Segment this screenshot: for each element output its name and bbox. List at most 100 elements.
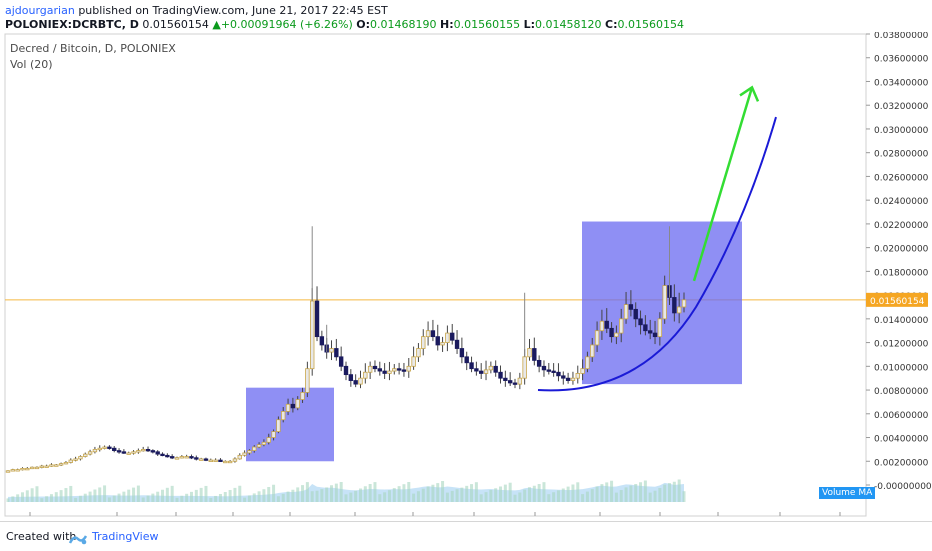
volume-bar <box>281 493 285 502</box>
candle-body <box>305 368 310 393</box>
price-chart[interactable]: 0.03800000 0.03600000 0.03400000 0.03200000… <box>0 32 932 520</box>
candle-body <box>498 371 503 379</box>
candle-body <box>63 462 69 465</box>
tradingview-link[interactable]: TradingView <box>92 530 159 543</box>
volume-bar <box>74 497 78 502</box>
candle-body <box>556 371 561 377</box>
candle-body <box>20 467 25 471</box>
y-tick-label: 0.02400000 <box>874 197 929 207</box>
candle-body <box>5 470 11 473</box>
volume-bar <box>576 482 580 502</box>
candle-body <box>478 370 484 374</box>
volume-bar <box>561 488 565 502</box>
volume-bar <box>252 493 256 502</box>
candle-body <box>561 375 566 379</box>
candle-body <box>58 463 64 466</box>
volume-bar <box>547 494 551 502</box>
volume-bar <box>315 490 319 502</box>
candle-body <box>334 348 339 358</box>
volume-bar <box>247 495 251 502</box>
volume-bar <box>257 491 261 502</box>
volume-bar <box>387 490 391 502</box>
volume-bar <box>223 492 227 502</box>
symbol-label: POLONIEX:DCRBTC, D <box>5 18 139 31</box>
volume-bar <box>412 493 416 502</box>
candle-body <box>522 356 527 379</box>
candle-body <box>459 348 465 358</box>
author-link[interactable]: ajdourgarian <box>5 4 75 17</box>
candle-body <box>213 459 218 462</box>
volume-bar <box>218 494 222 502</box>
last-price-tag-label: 0.01560154 <box>870 297 925 307</box>
candle-body <box>256 444 262 448</box>
candle-body <box>150 450 156 453</box>
chart-area[interactable]: 0.03800000 0.03600000 0.03400000 0.03200000… <box>0 32 932 520</box>
volume-bar <box>161 489 165 502</box>
volume-bar <box>392 488 396 502</box>
candle-body <box>261 441 267 446</box>
volume-bar <box>397 486 401 502</box>
y-tick-label: 0.03400000 <box>874 78 929 88</box>
volume-bar <box>325 487 329 502</box>
volume-bar <box>301 485 305 502</box>
volume-bar <box>180 495 184 502</box>
candle-body <box>227 460 233 464</box>
volume-bar <box>436 483 440 502</box>
volume-bar <box>368 484 372 502</box>
candle-body <box>614 332 619 338</box>
volume-bar <box>6 498 10 502</box>
candle-body <box>348 374 354 381</box>
candle-body <box>68 459 73 463</box>
volume-bar <box>233 487 237 502</box>
volume-bar <box>474 482 478 502</box>
candle-body <box>580 368 585 374</box>
y-tick-label: 0.02800000 <box>874 150 929 160</box>
volume-bar <box>272 484 276 502</box>
volume-bar <box>460 487 464 502</box>
volume-bar <box>286 491 290 502</box>
volume-bar <box>378 494 382 502</box>
candle-body <box>681 299 687 308</box>
close-label: C: <box>605 18 618 31</box>
volume-bar <box>479 494 483 502</box>
candle-body <box>507 380 513 384</box>
volume-bar <box>30 488 34 502</box>
volume-bar <box>88 491 92 502</box>
candle-body <box>382 370 387 374</box>
volume-bar <box>552 492 556 502</box>
candle-body <box>676 306 682 314</box>
tradingview-logo-icon[interactable] <box>68 530 88 549</box>
candle-body <box>309 300 315 370</box>
volume-bar <box>629 485 633 502</box>
volume-bar <box>185 493 189 502</box>
candle-body <box>102 446 107 449</box>
volume-bar <box>151 493 155 502</box>
volume-bar <box>209 497 213 502</box>
volume-bar <box>445 492 449 502</box>
y-tick-label: 0.00600000 <box>874 411 929 421</box>
candle-body <box>396 368 402 371</box>
candle-body <box>652 332 658 338</box>
candle-body <box>619 318 624 334</box>
volume-bar <box>35 486 39 502</box>
volume-bar <box>470 484 474 502</box>
candle-body <box>358 377 363 385</box>
y-tick-label: 0.00200000 <box>874 458 929 468</box>
volume-bar <box>363 486 367 502</box>
candle-body <box>54 464 59 467</box>
volume-bar <box>503 484 507 502</box>
candle-body <box>541 365 547 371</box>
candle-body <box>503 377 508 381</box>
volume-bar <box>595 486 599 502</box>
volume-bar <box>373 482 377 502</box>
volume-bar <box>320 489 324 502</box>
change-up-icon: ▲ <box>212 18 221 31</box>
candle-body <box>281 411 286 421</box>
volume-bar <box>416 491 420 502</box>
candle-body <box>532 348 537 361</box>
candle-body <box>628 304 634 310</box>
candle-body <box>512 382 518 385</box>
candle-body <box>34 466 40 470</box>
candle-body <box>189 456 194 459</box>
candle-body <box>401 369 407 372</box>
